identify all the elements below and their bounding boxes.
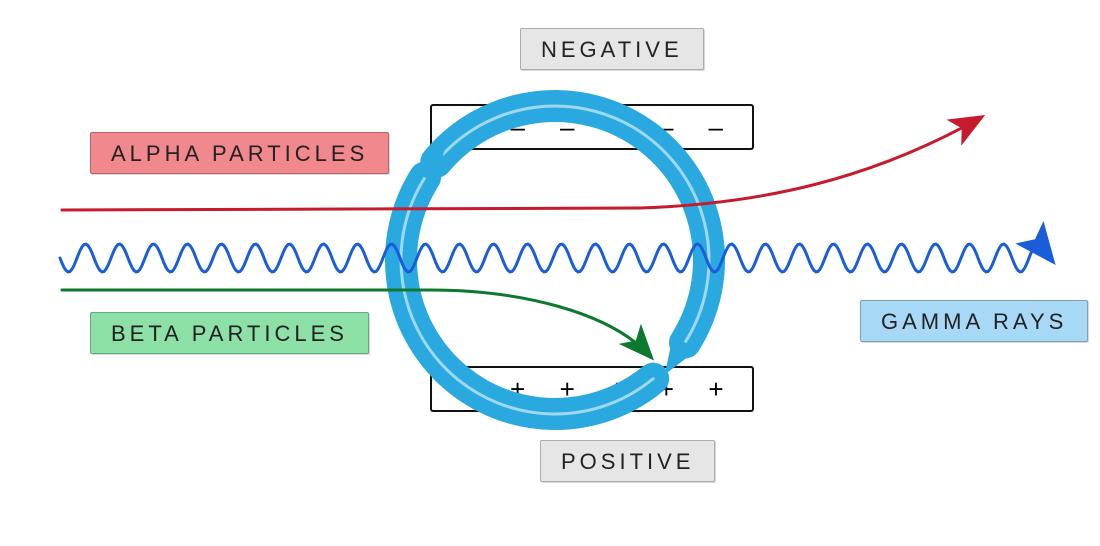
alpha-particle-path [62,118,980,210]
gamma-ray-path [60,244,1050,272]
diagram-svg [0,0,1100,546]
field-ring-icon [401,106,709,414]
beta-particle-path [62,290,650,356]
